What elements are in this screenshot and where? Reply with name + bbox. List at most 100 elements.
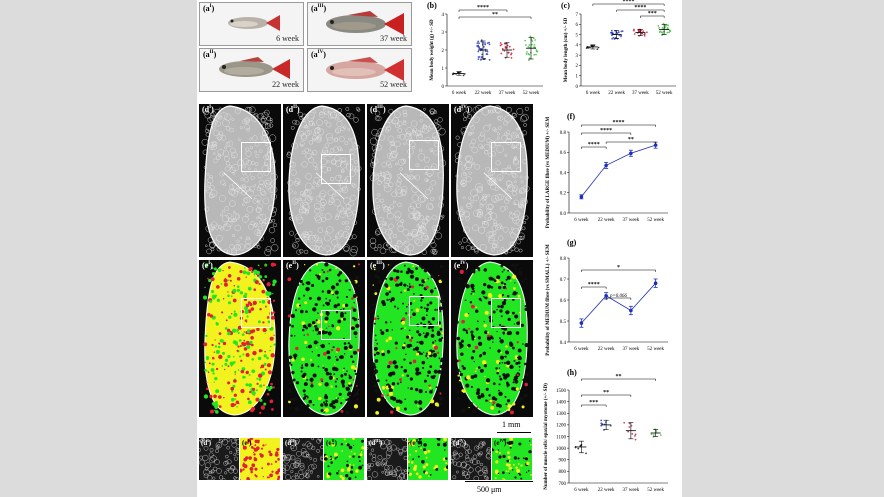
data-point <box>476 42 479 45</box>
chart-f: 0.0 0.2 0.4 0.6 0.8 6 week 22 week 37 week 52 we… <box>537 112 682 229</box>
y-tick-label: 3 <box>442 31 445 36</box>
muscle-cross-section-image <box>454 104 530 256</box>
y-tick-label: 0 <box>576 85 579 90</box>
figure: (aI) 6 week (aIII) 37 week (aII) 22 week <box>197 0 682 497</box>
x-tick-label: 6 week <box>452 91 467 96</box>
y-tick-label: 3 <box>576 54 579 59</box>
roi-box <box>241 298 271 328</box>
data-point <box>528 57 531 60</box>
x-tick-label: 52 week <box>523 91 540 96</box>
panel-label-g: (g) <box>567 238 577 247</box>
panel-label-a4: (aIV) <box>311 50 326 59</box>
y-tick-label: 5 <box>576 33 579 38</box>
inset-d1: (dI) <box>199 438 239 480</box>
y-tick-label: 0 <box>442 85 445 90</box>
significance-label: *** <box>589 400 598 406</box>
data-point <box>604 163 608 168</box>
chart-svg: 0.4 0.5 0.6 0.7 0.8 6 week 22 week 37 week 52 we… <box>546 244 668 356</box>
data-point <box>596 48 599 51</box>
inset-histology-image <box>367 438 407 480</box>
x-tick-label: 52 week <box>656 91 673 96</box>
x-tick-label: 37 week <box>622 488 639 493</box>
significance-label: **** <box>477 5 489 11</box>
significance-label: **** <box>623 0 635 5</box>
data-point <box>609 31 612 34</box>
data-point <box>534 39 537 41</box>
data-point <box>536 50 539 53</box>
scale-bar-500um <box>465 481 533 482</box>
data-point <box>500 43 503 46</box>
y-tick-label: 800 <box>559 470 567 475</box>
data-point <box>629 308 633 313</box>
data-point <box>587 46 590 49</box>
data-point <box>634 433 637 436</box>
data-point <box>484 50 487 53</box>
y-tick-label: 1000 <box>556 447 567 452</box>
significance-bracket <box>605 141 656 144</box>
y-axis-label: Mean body length (cm) +/- SD <box>564 17 569 82</box>
data-point <box>526 51 528 53</box>
data-point <box>668 31 670 34</box>
y-tick-label: 0.8 <box>560 131 567 136</box>
y-tick-label: 6 <box>576 23 579 28</box>
data-point <box>484 42 486 44</box>
significance-label: ** <box>603 390 609 396</box>
data-point <box>478 46 481 48</box>
chart-svg: 700 800 900 1000 1100 1200 1300 1400 1500 6 week 2… <box>544 374 668 493</box>
data-point <box>641 32 644 35</box>
panel-a3: (aIII) 37 week <box>307 2 412 46</box>
chart-svg: 0 1 2 3 4 5 6 7 6 week 22 week 37 week 52 week Mean … <box>564 0 676 96</box>
fish-age-label: 22 week <box>272 80 299 89</box>
data-point <box>477 40 480 43</box>
data-point <box>533 46 535 49</box>
panel-label-e3: (eIII) <box>370 261 385 270</box>
significance-label: p=0.066 <box>609 294 628 299</box>
data-point <box>451 73 454 76</box>
x-tick-label: 52 week <box>647 488 664 493</box>
roi-box <box>491 142 521 172</box>
data-point <box>579 195 584 199</box>
data-point <box>463 73 466 75</box>
panel-a1: (aI) 6 week <box>199 2 304 46</box>
x-tick-label: 37 week <box>622 218 639 223</box>
data-point <box>533 53 536 56</box>
panel-label-e1: (eI) <box>202 261 213 270</box>
significance-label: **** <box>588 282 600 288</box>
data-point <box>462 74 465 77</box>
inset-segmentation-image <box>408 438 448 479</box>
panel-label-c: (c) <box>561 1 570 10</box>
y-tick-label: 0.2 <box>560 192 567 197</box>
data-point <box>512 48 515 51</box>
data-point <box>577 447 580 450</box>
data-point <box>480 39 483 42</box>
roi-box <box>409 140 439 170</box>
y-axis-label: Probability of MEDIUM fibre (vs SMALL) +… <box>546 244 551 356</box>
data-point <box>510 53 512 56</box>
inset-d2: (dII) <box>283 438 323 480</box>
inset-e4: (eIV) <box>492 438 532 480</box>
significance-label: * <box>617 265 620 271</box>
data-point <box>535 49 538 51</box>
y-tick-label: 2 <box>442 49 445 54</box>
significance-label: **** <box>600 128 612 134</box>
significance-bracket <box>581 286 607 289</box>
data-point <box>574 445 577 448</box>
scale-bar-1mm-label: 1 mm <box>502 420 521 429</box>
data-point <box>488 43 491 46</box>
fish-age-label: 37 week <box>380 34 407 43</box>
inset-label: (eII) <box>326 438 337 448</box>
fish-6-week-illustration <box>228 15 280 31</box>
data-point <box>650 433 653 436</box>
panel-label-d2: (dII) <box>286 105 300 114</box>
data-point <box>484 43 487 46</box>
x-tick-label: 22 week <box>598 218 615 223</box>
fish-37-week-illustration <box>326 11 404 35</box>
data-point <box>657 24 660 27</box>
data-point <box>643 33 646 36</box>
inset-label: (eI) <box>242 438 252 448</box>
y-axis-label: Probability of LARGE fibre (vs MEDIUM) +… <box>546 117 551 229</box>
inset-label: (eIV) <box>494 438 507 448</box>
y-tick-label: 4 <box>442 13 445 18</box>
significance-bracket <box>458 16 532 19</box>
data-point <box>529 35 532 38</box>
